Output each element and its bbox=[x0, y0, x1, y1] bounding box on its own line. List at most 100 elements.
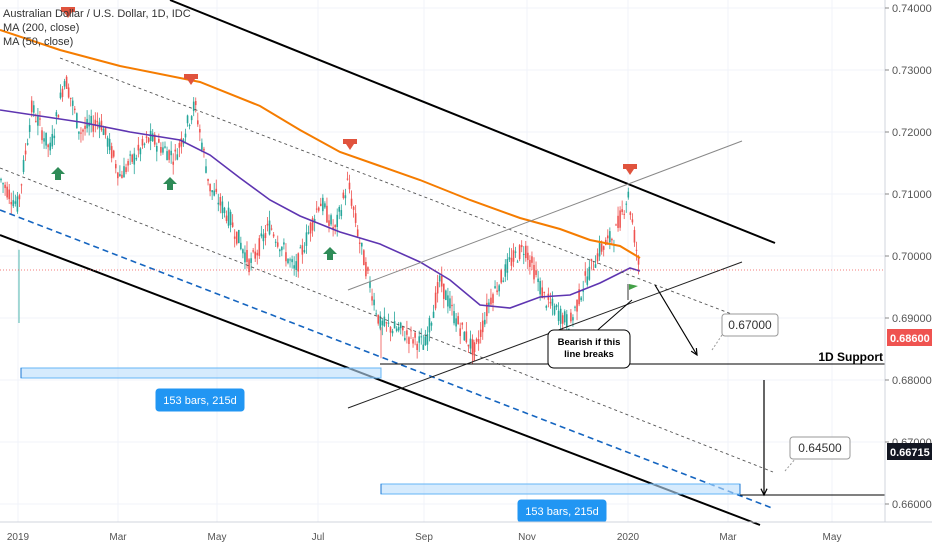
candle-body bbox=[22, 159, 25, 172]
candle-body bbox=[37, 116, 39, 126]
candle-body bbox=[453, 311, 455, 324]
candle-body bbox=[112, 150, 115, 157]
candle-body bbox=[266, 223, 269, 226]
target-arrow-1-head bbox=[690, 347, 698, 357]
candle-body bbox=[361, 242, 363, 247]
candle-body bbox=[176, 154, 179, 160]
candle-body bbox=[551, 298, 554, 306]
candle-body bbox=[164, 146, 166, 148]
candle-body bbox=[94, 119, 97, 125]
candle-body bbox=[305, 232, 308, 246]
candle-body bbox=[492, 294, 494, 303]
candle-body bbox=[233, 236, 236, 239]
candle-body bbox=[432, 311, 435, 318]
candle-body bbox=[180, 138, 183, 147]
y-tick-label: 0.71000 bbox=[892, 189, 932, 201]
candle-body bbox=[158, 138, 160, 143]
x-tick-label: May bbox=[208, 532, 227, 543]
callout-text-line-2: line breaks bbox=[564, 349, 614, 360]
candle-body bbox=[617, 215, 619, 228]
candle-body bbox=[10, 201, 13, 205]
candle-body bbox=[342, 192, 345, 199]
candle-body bbox=[395, 328, 398, 331]
candle-body bbox=[516, 261, 519, 263]
candle-body bbox=[531, 256, 533, 263]
candle-body bbox=[135, 157, 138, 160]
support-label: 1D Support bbox=[818, 350, 883, 364]
candle-body bbox=[408, 337, 410, 344]
candle-body bbox=[51, 133, 54, 147]
candle-body bbox=[12, 200, 15, 207]
candle-body bbox=[127, 161, 129, 166]
candle-body bbox=[412, 339, 414, 344]
moving-averages bbox=[0, 29, 641, 309]
candle-body bbox=[539, 280, 541, 295]
candle-body bbox=[18, 195, 21, 200]
candle-body bbox=[461, 322, 464, 325]
candle-body bbox=[590, 258, 593, 261]
candle-body bbox=[563, 311, 566, 323]
candle-body bbox=[629, 212, 632, 215]
candle-body bbox=[504, 264, 507, 277]
dashed-mid-line-upper bbox=[59, 57, 743, 319]
candle-body bbox=[192, 101, 195, 112]
candle-body bbox=[309, 222, 312, 234]
candle-body bbox=[533, 264, 535, 280]
candle-body bbox=[506, 258, 509, 273]
y-tick-label: 0.72000 bbox=[892, 127, 932, 139]
candle-body bbox=[141, 138, 144, 146]
candle-body bbox=[488, 302, 490, 306]
candle-body bbox=[184, 133, 187, 138]
candle-body bbox=[100, 120, 103, 131]
candle-body bbox=[33, 105, 35, 113]
candle-body bbox=[264, 233, 267, 238]
price-badge bbox=[887, 329, 932, 346]
ma200-line bbox=[0, 29, 641, 259]
candle-body bbox=[633, 229, 636, 243]
candle-body bbox=[369, 281, 371, 288]
candle-body bbox=[393, 321, 396, 329]
candle-body bbox=[365, 261, 367, 277]
candle-body bbox=[293, 265, 295, 269]
candle-body bbox=[188, 124, 191, 127]
candle-body bbox=[125, 167, 127, 173]
candle-body bbox=[213, 190, 215, 196]
candles bbox=[0, 75, 640, 365]
candle-body bbox=[330, 215, 332, 225]
candle-body bbox=[580, 297, 582, 301]
candle-body bbox=[336, 214, 338, 227]
x-tick-label: 2019 bbox=[7, 532, 30, 543]
candle-body bbox=[76, 113, 78, 129]
candle-body bbox=[428, 317, 431, 333]
candle-body bbox=[303, 250, 306, 253]
candle-body bbox=[215, 188, 218, 192]
candle-body bbox=[229, 211, 232, 226]
candle-body bbox=[104, 126, 107, 135]
candle-body bbox=[422, 344, 425, 350]
candle-body bbox=[121, 174, 123, 179]
candle-body bbox=[635, 249, 638, 251]
candle-body bbox=[469, 338, 472, 349]
candle-body bbox=[80, 132, 82, 134]
candle-body bbox=[297, 253, 300, 272]
candle-body bbox=[410, 330, 412, 332]
candle-body bbox=[283, 242, 285, 245]
candle-body bbox=[578, 289, 580, 305]
candle-body bbox=[59, 92, 62, 99]
candle-body bbox=[381, 320, 384, 326]
callout-text-line-1: Bearish if this bbox=[558, 337, 621, 348]
candle-body bbox=[53, 135, 56, 139]
candle-body bbox=[572, 317, 574, 321]
candle-body bbox=[92, 124, 95, 132]
candle-body bbox=[619, 210, 621, 228]
candle-body bbox=[108, 138, 111, 151]
x-tick-label: Mar bbox=[109, 532, 127, 543]
y-tick-label: 0.74000 bbox=[892, 3, 932, 15]
candle-body bbox=[586, 276, 589, 285]
ma50-line bbox=[0, 109, 641, 309]
candle-body bbox=[156, 146, 158, 152]
candle-body bbox=[424, 336, 427, 346]
candle-body bbox=[41, 130, 43, 141]
buy-signal-icon bbox=[323, 247, 337, 260]
